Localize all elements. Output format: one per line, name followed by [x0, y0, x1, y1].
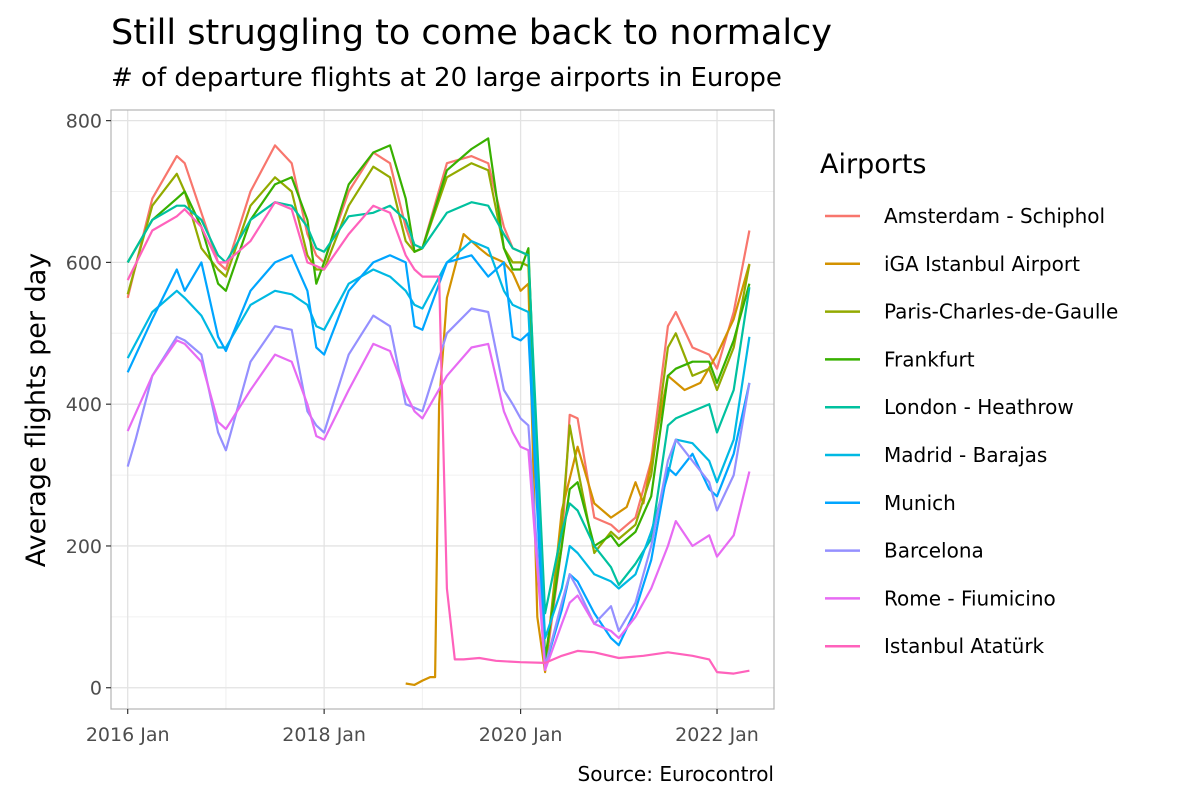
legend-label: Paris-Charles-de-Gaulle [884, 300, 1118, 324]
series-line-9 [126, 201, 750, 675]
y-tick-label: 0 [90, 678, 102, 700]
y-tick-label: 400 [66, 394, 102, 416]
legend-label: Rome - Fiumicino [884, 586, 1056, 610]
legend-label: iGA Istanbul Airport [884, 252, 1080, 276]
series-lines [126, 137, 751, 686]
series-line-2 [126, 162, 751, 668]
legend-label: London - Heathrow [884, 395, 1074, 419]
legend-label: Istanbul Atatürk [884, 634, 1045, 658]
legend-label: Madrid - Barajas [884, 443, 1047, 467]
x-tick-label: 2018 Jan [282, 724, 366, 746]
plot-panel-border [110, 109, 775, 710]
series-line-5 [126, 240, 751, 640]
legend-label: Munich [884, 491, 956, 515]
legend-title: Airports [820, 149, 926, 180]
y-axis-ticks: 0 200 400 600 800 [66, 111, 111, 700]
series-line-3 [126, 137, 751, 661]
legend: Amsterdam - Schiphol iGA Istanbul Airport… [825, 204, 1118, 658]
legend-label: Amsterdam - Schiphol [884, 204, 1105, 228]
legend-label: Barcelona [884, 539, 984, 563]
y-tick-label: 600 [66, 252, 102, 274]
series-line-8 [126, 339, 751, 672]
y-tick-label: 800 [66, 111, 102, 133]
series-line-0 [126, 144, 751, 672]
y-tick-label: 200 [66, 536, 102, 558]
x-tick-label: 2020 Jan [479, 724, 563, 746]
chart-title: Still struggling to come back to normalc… [111, 13, 832, 53]
chart-subtitle: # of departure flights at 20 large airpo… [111, 63, 782, 93]
x-axis-ticks: 2016 Jan 2018 Jan 2020 Jan 2022 Jan [86, 709, 759, 746]
legend-label: Frankfurt [884, 347, 975, 371]
series-line-7 [126, 307, 751, 668]
series-line-6 [126, 254, 751, 668]
chart-caption: Source: Eurocontrol [578, 762, 774, 786]
y-axis-title: Average flights per day [21, 253, 52, 568]
x-tick-label: 2022 Jan [675, 724, 759, 746]
series-line-1 [405, 233, 751, 686]
x-tick-label: 2016 Jan [86, 724, 170, 746]
